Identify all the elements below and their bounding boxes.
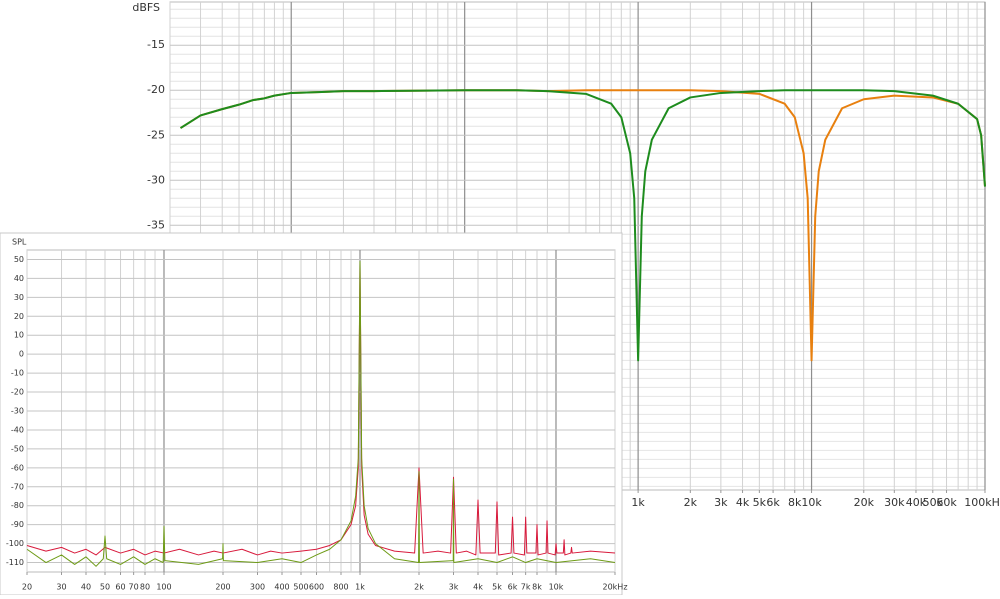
y-tick-label: -30 [147, 173, 165, 186]
x-tick-label: 4k [736, 496, 750, 509]
series-line [179, 89, 986, 362]
x-tick-label: 60k [936, 496, 957, 509]
x-tick-label: 2k [684, 496, 698, 509]
y-tick-label: -10 [11, 369, 24, 378]
y-tick-label: -50 [11, 444, 24, 453]
x-tick-label: 100 [156, 583, 171, 592]
x-tick-label: 30k [884, 496, 905, 509]
series-line [26, 262, 616, 556]
y-tick-label: -60 [11, 463, 24, 472]
y-tick-label: -100 [6, 539, 24, 548]
chart: 50403020100-10-20-30-40-50-60-70-80-90-1… [0, 232, 628, 596]
y-tick-label: -20 [11, 388, 24, 397]
y-tick-label: -30 [11, 407, 24, 416]
x-tick-label: 300 [250, 583, 265, 592]
x-tick-label: 40 [81, 583, 91, 592]
y-tick-label: -25 [147, 128, 165, 141]
x-tick-label: 600 [309, 583, 324, 592]
x-tick-label: 10k [549, 583, 564, 592]
x-tick-label: 3k [449, 583, 459, 592]
y-tick-label: 20 [14, 312, 24, 321]
x-tick-label: 500 [293, 583, 308, 592]
y-tick-label: -90 [11, 520, 24, 529]
x-tick-label: 20 [22, 583, 32, 592]
y-tick-label: 0 [19, 350, 24, 359]
y-tick-label: -20 [147, 83, 165, 96]
y-tick-label: 40 [14, 274, 24, 283]
x-tick-label: 8k [788, 496, 802, 509]
x-tick-label: 50 [100, 583, 110, 592]
x-tick-label: 4k [473, 583, 483, 592]
x-tick-label: 70 [129, 583, 139, 592]
y-tick-label: -110 [6, 558, 24, 567]
series-line [26, 260, 616, 567]
x-tick-label: 5k [753, 496, 767, 509]
x-tick-label: 30 [56, 583, 66, 592]
y-axis-label: SPL [12, 238, 27, 247]
y-tick-label: 30 [14, 293, 24, 302]
x-tick-label: 1k [355, 583, 365, 592]
x-tick-label: 3k [714, 496, 728, 509]
x-tick-label: 5k [492, 583, 502, 592]
x-tick-label: 10k [801, 496, 822, 509]
y-tick-label: -15 [147, 38, 165, 51]
x-tick-label: 800 [333, 583, 348, 592]
y-tick-label: 50 [14, 255, 24, 264]
y-tick-label: -40 [11, 425, 24, 434]
x-tick-label: 8k [532, 583, 542, 592]
x-tick-label: 200 [215, 583, 230, 592]
x-tick-label: 6k [508, 583, 518, 592]
x-tick-label: 80 [140, 583, 150, 592]
x-tick-label: 6k [766, 496, 780, 509]
x-tick-label: 50k [923, 496, 944, 509]
x-tick-label: 20k [854, 496, 875, 509]
x-tick-label: 400 [274, 583, 289, 592]
x-tick-label: 2k [414, 583, 424, 592]
y-axis-label: dBFS [132, 1, 160, 14]
y-tick-label: 10 [14, 331, 24, 340]
x-tick-label: 100kHz [964, 496, 1000, 509]
x-tick-label: 20kHz [602, 583, 627, 592]
x-tick-label: 40k [906, 496, 927, 509]
y-tick-label: -35 [147, 218, 165, 231]
y-tick-label: -80 [11, 501, 24, 510]
x-tick-label: 60 [115, 583, 125, 592]
x-tick-label: 7k [521, 583, 531, 592]
x-tick-label: 1k [631, 496, 645, 509]
y-tick-label: -70 [11, 482, 24, 491]
